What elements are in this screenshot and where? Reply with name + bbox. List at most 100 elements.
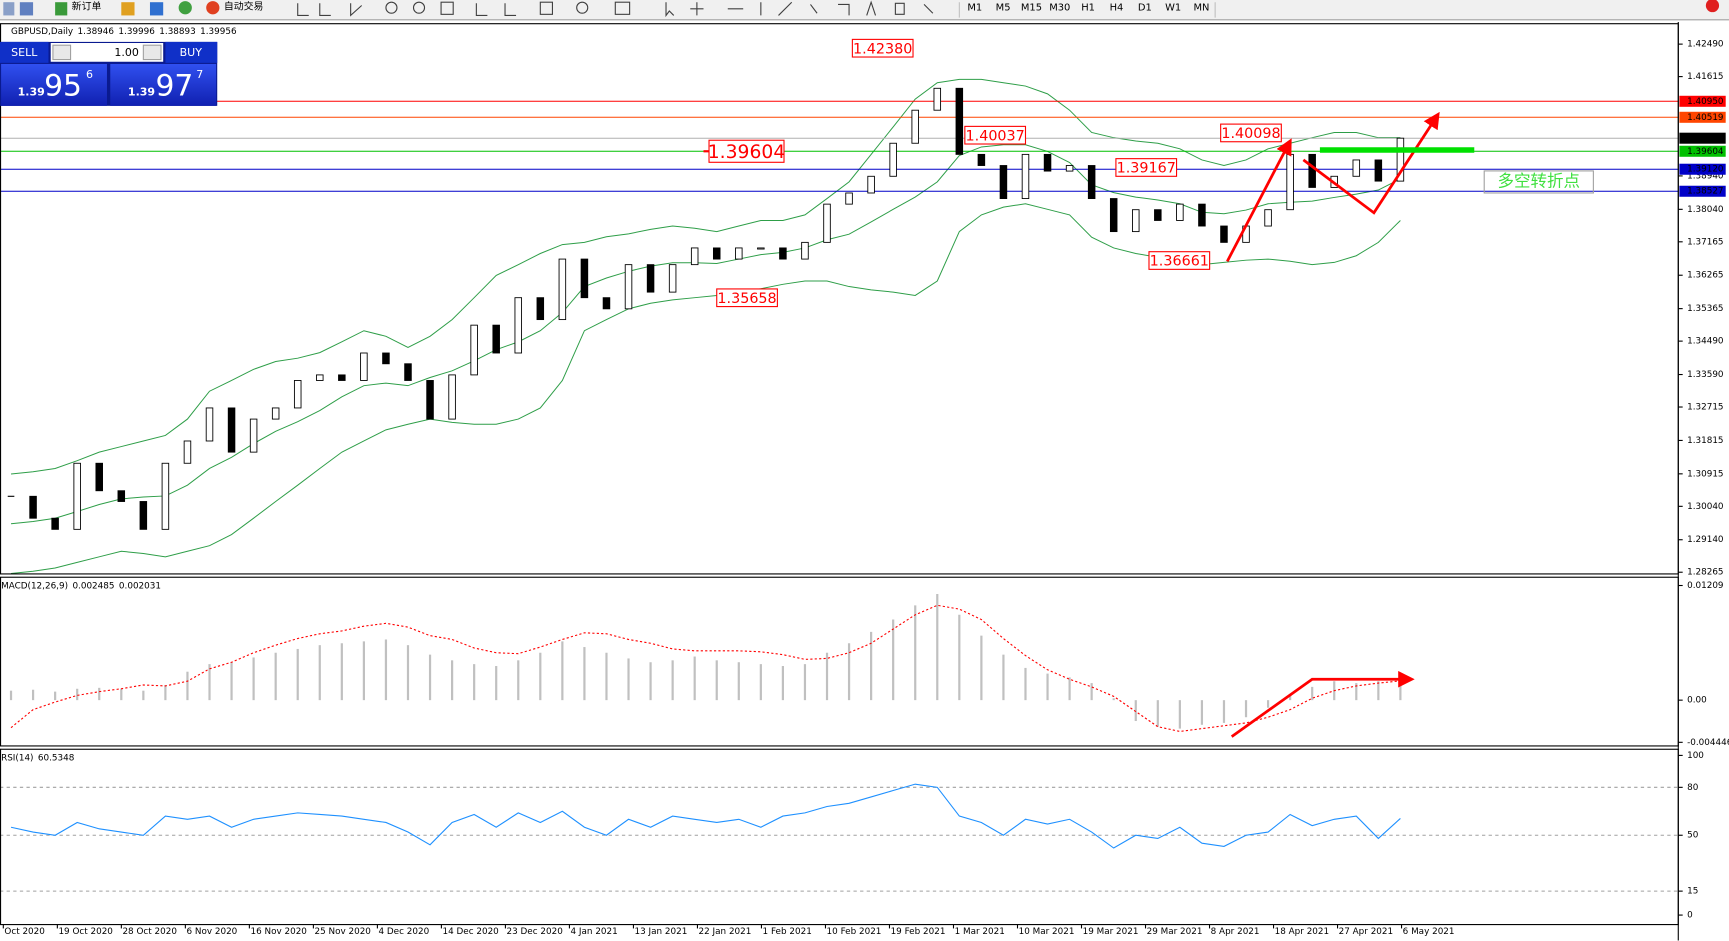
sell-button[interactable]: [0, 41, 49, 63]
y-tick-label: 1.29140: [1687, 535, 1724, 545]
y-tick-label: 0.01209: [1687, 581, 1723, 591]
candle: [668, 264, 677, 293]
icon[interactable]: [178, 1, 192, 15]
x-tick-label: 14 Dec 2020: [443, 927, 500, 937]
candle: [73, 462, 81, 530]
auto-trading[interactable]: 自动交易: [224, 0, 264, 13]
note: 多空转折点: [1497, 171, 1580, 190]
toolbar: 新订单 自动交易 M1 M5 M15 M30 H1 H4 D1 W1 MN: [0, 0, 1729, 21]
candle: [889, 142, 897, 177]
y-tick-label: 1.31815: [1687, 436, 1723, 446]
zoom-out[interactable]: [412, 1, 426, 14]
timeframe[interactable]: M30: [1049, 3, 1070, 14]
lot[interactable]: 1.00: [114, 46, 139, 59]
timeframe[interactable]: W1: [1165, 3, 1181, 14]
price-annotation-box: [1115, 158, 1178, 177]
candle: [249, 418, 258, 453]
candle: [536, 297, 545, 321]
price-annotation: 1.39167: [1117, 161, 1176, 177]
candle: [1374, 159, 1383, 182]
candle: [183, 440, 192, 464]
low: 1.38893: [159, 26, 195, 36]
buy-button[interactable]: [165, 41, 218, 63]
x-tick-label: 16 Nov 2020: [250, 927, 307, 937]
templates[interactable]: [614, 1, 631, 15]
indicator-name: MACD(12,26,9): [1, 581, 68, 591]
sell-price-button[interactable]: [1, 63, 107, 106]
icon[interactable]: [149, 2, 164, 16]
price-annotation: 1.35658: [717, 291, 776, 307]
candle: [1021, 153, 1030, 200]
candle: [514, 297, 523, 354]
icon[interactable]: [19, 2, 34, 16]
candle: [845, 192, 853, 205]
timeframe[interactable]: H4: [1110, 3, 1124, 14]
ask-big[interactable]: 97: [155, 69, 193, 104]
price-annotation-box: [716, 288, 778, 308]
timeframe[interactable]: D1: [1138, 3, 1152, 14]
x-tick-label: 25 Nov 2020: [314, 927, 371, 937]
y-tick-label: 1.30040: [1687, 502, 1724, 512]
notification[interactable]: [1705, 0, 1720, 13]
chart-icons[interactable]: [297, 3, 363, 17]
candle: [977, 153, 986, 166]
timeframe[interactable]: M5: [996, 3, 1011, 14]
ask-prefix[interactable]: 1.39: [128, 86, 155, 99]
ask-sup[interactable]: 7: [196, 68, 203, 81]
x-tick-label: 4 Dec 2020: [378, 927, 429, 937]
timeframe[interactable]: MN: [1193, 3, 1209, 14]
signal-value: 0.002031: [119, 581, 161, 591]
x-tick-label: 10 Feb 2021: [827, 927, 882, 937]
icon[interactable]: [121, 2, 135, 16]
bid-big[interactable]: 95: [44, 69, 82, 104]
y-tick-label: 0.00: [1687, 696, 1707, 706]
y-tick-label: 80: [1687, 783, 1699, 793]
timeframe[interactable]: M15: [1021, 3, 1042, 14]
indicators[interactable]: [539, 1, 553, 15]
candle: [955, 87, 964, 155]
bid-sup[interactable]: 6: [86, 68, 93, 81]
rsi-line: [10, 783, 1401, 849]
candle: [1109, 198, 1118, 233]
level-callout-box: [708, 139, 785, 163]
separator: [958, 2, 1216, 18]
candle: [867, 175, 875, 194]
candle: [1176, 203, 1184, 221]
periods[interactable]: [576, 1, 589, 14]
level-label: 1.40950: [1687, 97, 1724, 107]
zoom-in[interactable]: [385, 1, 398, 14]
chart-icons[interactable]: [475, 3, 517, 16]
lot-input[interactable]: [50, 43, 164, 62]
buy-label[interactable]: BUY: [180, 46, 203, 59]
y-tick-label: 1.38040: [1687, 205, 1724, 215]
plot-area: 1.42490 1.41615 1.38940 1.38040 1.37165 1.362…: [0, 38, 1729, 937]
bid-prefix[interactable]: 1.39: [18, 86, 45, 99]
timeframe[interactable]: H1: [1081, 3, 1095, 14]
candle: [1286, 153, 1294, 211]
lot-up[interactable]: [142, 44, 162, 61]
auto-trading-icon[interactable]: [206, 1, 220, 15]
cursor[interactable]: [665, 2, 675, 18]
candle: [404, 363, 412, 381]
level-label: 1.38527: [1687, 187, 1723, 197]
note-box: [1483, 170, 1594, 194]
pane-borders: [0, 22, 1679, 941]
icon[interactable]: [3, 2, 15, 16]
drawing-tools[interactable]: [690, 0, 934, 16]
candle: [360, 352, 368, 381]
x-tick-label: 22 Jan 2021: [699, 927, 752, 937]
candle: [1043, 153, 1052, 172]
buy-price-button[interactable]: [110, 63, 217, 106]
level-label: 1.39956: [1687, 134, 1724, 144]
sell-label[interactable]: SELL: [11, 46, 38, 59]
tile[interactable]: [440, 1, 454, 15]
timeframe[interactable]: M1: [967, 3, 982, 14]
new-order[interactable]: 新订单: [72, 0, 102, 13]
rsi-value: 60.5348: [38, 753, 74, 763]
new-order-icon[interactable]: [55, 2, 68, 16]
candle: [602, 297, 611, 310]
x-tick-label: 19 Oct 2020: [58, 927, 113, 937]
x-tick-label: 23 Dec 2020: [507, 927, 564, 937]
signal-line: [10, 604, 1401, 733]
lot-down[interactable]: [52, 44, 72, 61]
